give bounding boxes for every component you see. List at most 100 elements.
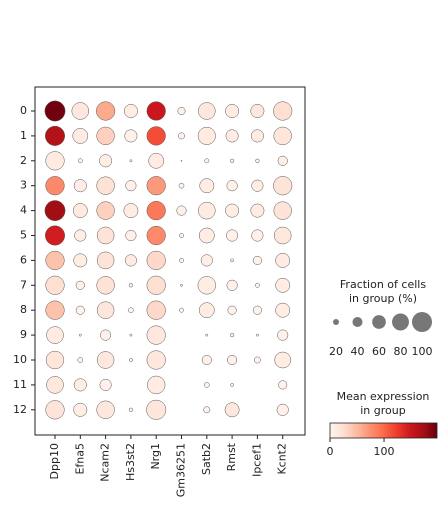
- dot: [146, 275, 166, 295]
- dot: [229, 158, 235, 163]
- dot: [179, 258, 184, 263]
- dot: [146, 101, 166, 121]
- dot: [146, 176, 166, 196]
- x-tick-label: Efna5: [73, 443, 86, 475]
- dot: [275, 302, 291, 318]
- dot: [96, 301, 115, 319]
- y-tick-label: 10: [13, 353, 27, 366]
- size-legend-dot: [333, 319, 339, 325]
- dot: [146, 250, 166, 270]
- size-legend-dot: [412, 312, 432, 332]
- dot: [177, 107, 186, 115]
- dot: [198, 227, 215, 244]
- dot: [146, 399, 167, 420]
- dot: [198, 201, 216, 220]
- dot: [128, 283, 134, 288]
- dot: [226, 229, 239, 242]
- dot: [96, 276, 115, 295]
- dot: [96, 251, 115, 270]
- dot: [99, 378, 112, 391]
- dot: [45, 400, 65, 420]
- x-tick-label: Ipcef1: [250, 443, 263, 477]
- y-tick-label: 3: [20, 179, 27, 192]
- dot: [225, 203, 240, 218]
- size-legend-label: 80: [394, 345, 408, 358]
- size-legend-dot: [352, 316, 363, 328]
- dot: [227, 354, 238, 366]
- dot: [124, 254, 137, 267]
- y-tick-label: 0: [20, 104, 27, 117]
- dot: [203, 406, 211, 414]
- colorbar-tick-label: 100: [374, 445, 395, 458]
- dot: [73, 402, 88, 417]
- dot: [225, 104, 240, 118]
- dot: [226, 279, 238, 291]
- dot: [45, 350, 65, 370]
- dot: [96, 126, 115, 146]
- dot: [147, 375, 166, 395]
- dot: [96, 101, 116, 121]
- size-legend-title: in group (%): [349, 292, 417, 305]
- dot: [96, 201, 115, 220]
- dot: [73, 253, 88, 268]
- dot: [273, 226, 292, 245]
- dot: [73, 378, 87, 392]
- dot: [44, 200, 66, 221]
- dot: [123, 203, 139, 219]
- dot: [252, 305, 262, 315]
- dot: [124, 129, 138, 143]
- dot: [146, 225, 166, 246]
- dot: [225, 129, 239, 143]
- dot: [96, 400, 115, 419]
- dot: [250, 129, 264, 143]
- dot: [274, 351, 291, 369]
- x-tick-label: Nrg1: [149, 443, 162, 470]
- size-legend-label: 40: [351, 345, 365, 358]
- y-tick-label: 12: [13, 403, 27, 416]
- size-legend-title: Fraction of cells: [340, 278, 426, 291]
- dot: [99, 154, 113, 168]
- dot: [254, 356, 261, 364]
- dot: [77, 158, 83, 164]
- dot: [204, 158, 210, 164]
- x-tick-label: Satb2: [200, 443, 213, 475]
- y-tick-label: 1: [20, 129, 27, 142]
- size-legend-label: 20: [329, 345, 343, 358]
- dot: [197, 126, 216, 145]
- dot: [146, 300, 166, 320]
- dot: [273, 176, 293, 196]
- dot: [176, 205, 187, 216]
- dot: [255, 158, 260, 163]
- dot: [198, 102, 216, 120]
- dot: [46, 326, 64, 344]
- dot: [230, 258, 234, 263]
- dot: [148, 152, 165, 169]
- plot-frame: [34, 86, 306, 436]
- dot: [276, 403, 289, 416]
- dot: [77, 357, 84, 363]
- dot: [71, 102, 90, 120]
- dot: [146, 201, 166, 221]
- dot: [74, 229, 87, 242]
- dot: [125, 180, 137, 192]
- dot: [256, 333, 259, 337]
- dot: [45, 275, 65, 295]
- dot: [199, 178, 215, 194]
- y-tick-label: 5: [20, 229, 27, 242]
- x-tick-label: Rmst: [225, 442, 238, 471]
- dot: [45, 151, 65, 171]
- dot: [129, 333, 133, 337]
- dot: [277, 329, 289, 341]
- dot: [180, 283, 183, 287]
- dot: [275, 252, 291, 268]
- dot: [75, 305, 85, 315]
- size-legend-label: 100: [412, 345, 433, 358]
- colorbar-title: in group: [360, 404, 405, 417]
- dot: [45, 225, 65, 246]
- size-legend-dot: [372, 315, 386, 329]
- dot: [179, 233, 184, 238]
- dot: [230, 383, 234, 387]
- dot: [204, 382, 210, 388]
- colorbar-tick-label: 0: [327, 445, 334, 458]
- x-tick-label: Kcnt2: [276, 443, 289, 475]
